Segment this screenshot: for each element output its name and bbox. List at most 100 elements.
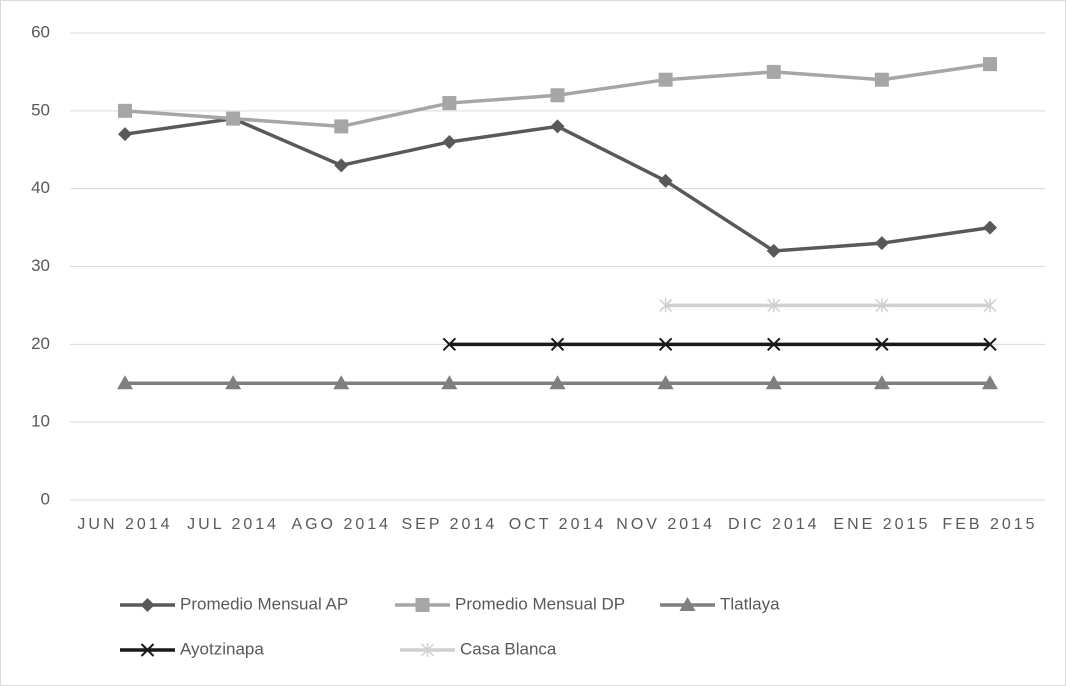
data-point [983,298,997,313]
data-point [549,375,566,390]
data-point-shape [225,375,242,390]
data-point-shape [983,220,997,235]
data-point-shape [983,57,997,72]
legend-marker-shape [420,643,435,657]
x-tick-label: AGO 2014 [291,516,392,533]
x-tick-label: DIC 2014 [727,516,820,533]
data-point [983,57,997,72]
data-point [442,96,457,111]
data-point-shape [659,298,673,313]
data-point [442,134,457,149]
data-point [441,375,458,390]
data-point [982,375,998,390]
legend-marker [679,597,696,611]
data-point-shape [767,298,781,313]
data-point-shape [334,119,349,134]
data-point [118,127,132,142]
data-point [983,220,997,235]
legend-marker-shape [679,597,696,611]
data-point [874,72,889,87]
x-tick-label: NOV 2014 [616,516,715,533]
data-point-shape [333,375,350,390]
data-point [765,375,782,390]
data-point [658,337,673,352]
data-point-shape [765,375,782,390]
data-point [550,337,565,352]
y-tick-label: 60 [31,22,50,41]
legend-marker [140,643,155,657]
data-point-shape [874,236,889,251]
data-point-shape [442,337,457,352]
data-point-shape [550,337,565,352]
legend-marker [140,598,155,612]
y-tick-label: 50 [31,100,50,119]
data-point [873,375,890,390]
data-point [550,88,565,103]
legend-label: Casa Blanca [460,639,557,658]
data-point [767,298,781,313]
data-point [333,375,350,390]
data-point [658,173,673,188]
data-point-shape [875,337,889,352]
data-point-shape [657,375,674,390]
y-tick-label: 0 [41,489,50,508]
data-point-shape [983,298,997,313]
data-point-shape [658,337,673,352]
legend-label: Ayotzinapa [180,639,264,658]
data-point [334,119,349,134]
data-point-shape [334,158,349,173]
data-point-shape [766,64,781,79]
data-point-shape [226,111,241,126]
data-point-shape [442,96,457,111]
legend-marker [420,643,435,657]
y-tick-label: 40 [31,178,50,197]
data-point-shape [550,119,565,134]
data-point [766,243,781,258]
data-point-shape [767,337,781,352]
data-point-shape [118,127,132,142]
data-point [226,111,241,126]
data-point-shape [441,375,458,390]
data-point-shape [875,298,889,313]
data-point-shape [549,375,566,390]
data-point-shape [442,134,457,149]
data-point-shape [550,88,565,103]
legend-label: Tlatlaya [720,594,780,613]
data-point [117,375,133,390]
data-point [657,375,674,390]
x-tick-label: FEB 2015 [942,516,1038,533]
data-point [334,158,349,173]
data-point-shape [118,103,132,118]
data-point-shape [658,173,673,188]
y-tick-label: 30 [31,256,50,275]
data-point [875,337,889,352]
data-point [442,337,457,352]
legend-marker-shape [140,598,155,612]
data-point [550,119,565,134]
data-point [658,72,673,87]
data-point [659,298,673,313]
data-point-shape [874,72,889,87]
x-tick-label: SEP 2014 [401,516,498,533]
legend-label: Promedio Mensual AP [180,594,348,613]
legend-marker-shape [415,598,430,612]
data-point [225,375,242,390]
y-tick-label: 20 [31,334,50,353]
data-point-shape [117,375,133,390]
data-point [983,337,997,352]
y-tick-label: 10 [31,412,50,431]
data-point-shape [658,72,673,87]
data-point-shape [766,243,781,258]
legend-marker-shape [140,643,155,657]
x-tick-label: JUL 2014 [187,516,280,533]
data-point [118,103,132,118]
data-point-shape [982,375,998,390]
legend-label: Promedio Mensual DP [455,594,625,613]
x-tick-label: ENE 2015 [833,516,931,533]
x-tick-label: OCT 2014 [508,516,607,533]
data-point [874,236,889,251]
legend-marker [415,598,430,612]
data-point [875,298,889,313]
